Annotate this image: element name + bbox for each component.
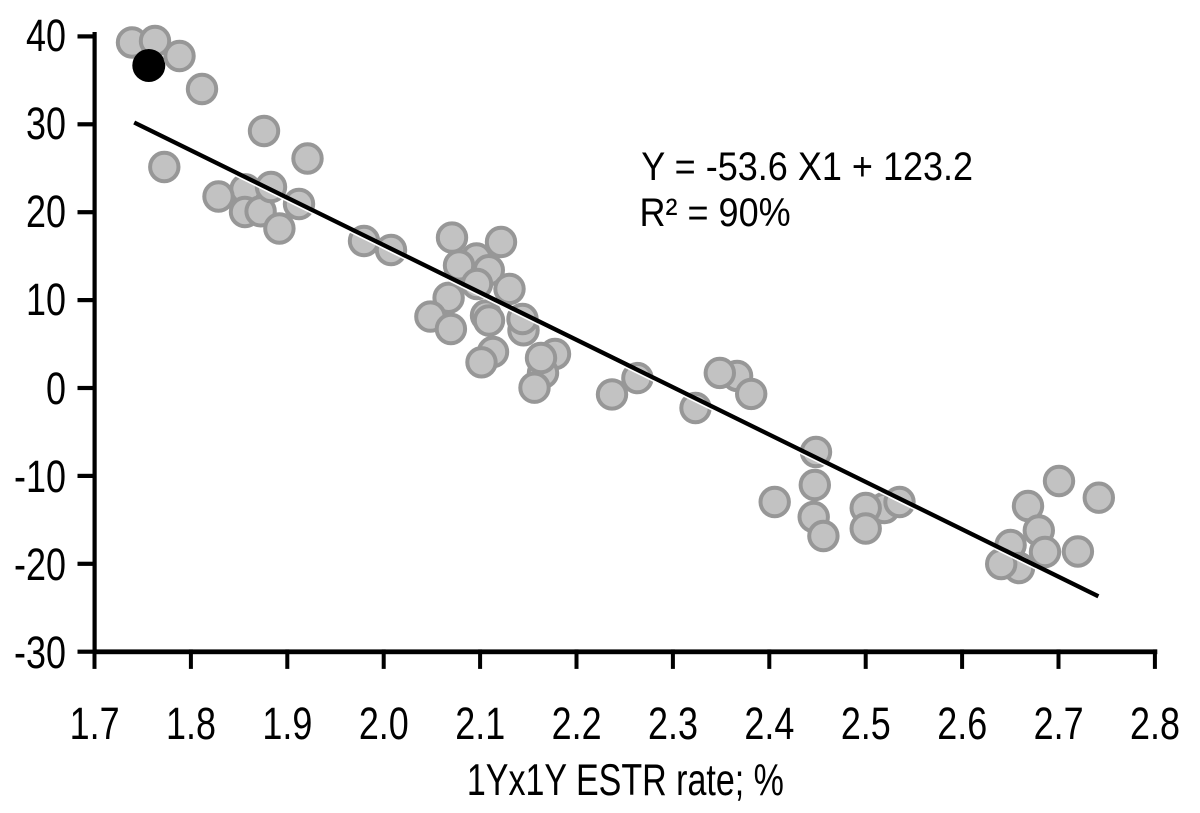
svg-text:2.0: 2.0 (359, 698, 409, 749)
svg-text:2.8: 2.8 (1130, 698, 1180, 749)
svg-text:1.7: 1.7 (70, 698, 120, 749)
svg-text:1Yx1Y ESTR rate; %: 1Yx1Y ESTR rate; % (467, 756, 784, 805)
svg-text:1.8: 1.8 (166, 698, 216, 749)
svg-text:-30: -30 (14, 627, 66, 678)
svg-text:R² = 90%: R² = 90% (640, 191, 791, 235)
svg-text:0: 0 (46, 363, 66, 414)
svg-text:10: 10 (26, 274, 66, 325)
svg-text:2.1: 2.1 (455, 698, 505, 749)
svg-text:Y = -53.6 X1 + 123.2: Y = -53.6 X1 + 123.2 (641, 145, 973, 189)
svg-text:2.4: 2.4 (744, 698, 794, 749)
svg-text:30: 30 (26, 98, 66, 149)
svg-text:2.2: 2.2 (552, 698, 602, 749)
svg-text:2.5: 2.5 (841, 698, 891, 749)
svg-text:20: 20 (26, 186, 66, 237)
svg-text:2.3: 2.3 (648, 698, 698, 749)
svg-text:2.7: 2.7 (1034, 698, 1084, 749)
svg-text:1.9: 1.9 (262, 698, 312, 749)
svg-text:2.6: 2.6 (937, 698, 987, 749)
svg-text:40: 40 (26, 10, 66, 61)
svg-text:-20: -20 (14, 539, 66, 590)
svg-text:-10: -10 (14, 451, 66, 502)
